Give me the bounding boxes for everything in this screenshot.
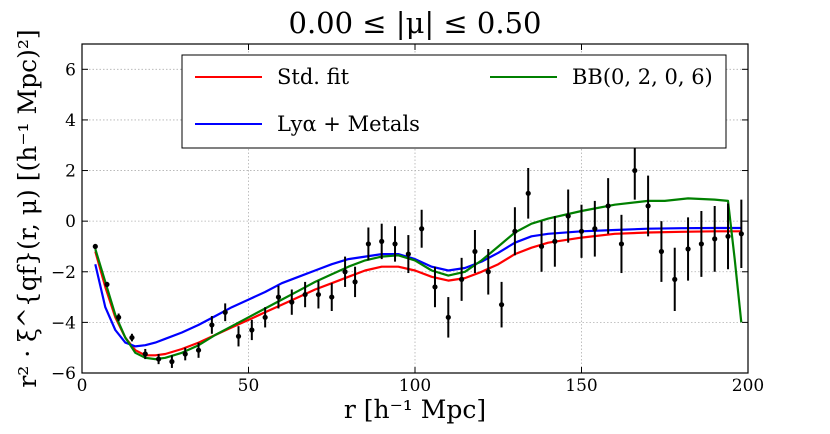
data-point	[249, 327, 255, 333]
y-tick-label: −6	[51, 364, 76, 384]
data-point	[538, 243, 545, 250]
legend: Std. fit Lyα + Metals BB(0, 2, 0, 6)	[181, 54, 727, 149]
data-point	[275, 294, 282, 300]
data-point	[392, 241, 398, 247]
data-point	[658, 248, 665, 255]
data-point	[92, 243, 98, 250]
x-tick-label: 50	[238, 376, 260, 396]
data-point	[222, 309, 228, 315]
data-point	[525, 190, 531, 196]
data-point	[725, 233, 731, 239]
y-tick-label: −4	[51, 313, 76, 333]
data-point	[182, 351, 188, 357]
data-points-layer	[92, 141, 744, 368]
data-point	[155, 356, 162, 362]
data-point	[352, 279, 358, 285]
data-point	[432, 284, 438, 290]
data-point	[262, 314, 268, 320]
data-point	[592, 226, 598, 232]
data-point	[116, 314, 122, 320]
data-point	[712, 236, 718, 242]
data-point	[605, 203, 611, 209]
data-point	[512, 228, 518, 234]
data-point	[618, 241, 625, 247]
data-point	[645, 203, 651, 209]
data-point	[498, 302, 505, 308]
x-axis-label: r [h⁻¹ Mpc]	[344, 395, 486, 424]
x-tick-label: 0	[77, 376, 88, 396]
y-tick-label: 2	[65, 162, 76, 182]
ticks: 0 50 100 150 200 −6 −4 −2 0 2 4 6	[51, 44, 764, 396]
data-point	[329, 294, 335, 300]
data-point	[405, 251, 411, 257]
legend-label-std-fit: Std. fit	[277, 65, 350, 89]
series-line-0	[94, 230, 742, 357]
chart-title: 0.00 ≤ |μ| ≤ 0.50	[289, 6, 542, 40]
legend-box	[181, 54, 727, 149]
data-point	[738, 231, 744, 237]
y-tick-label: 6	[65, 60, 76, 80]
series-line-2	[94, 197, 743, 361]
legend-label-bb: BB(0, 2, 0, 6)	[572, 65, 713, 89]
x-tick-label: 100	[399, 376, 431, 396]
data-point	[459, 276, 465, 282]
series-line-1	[94, 226, 742, 348]
data-point	[672, 276, 678, 282]
legend-label-lya-metals: Lyα + Metals	[277, 112, 420, 136]
y-tick-label: 4	[65, 111, 76, 131]
y-axis-label: r² · ξ^{qf}(r, μ) [(h⁻¹ Mpc)²]	[13, 29, 42, 387]
data-point	[142, 351, 148, 357]
x-tick-label: 200	[732, 376, 764, 396]
data-point	[342, 269, 348, 275]
y-tick-label: −2	[51, 263, 76, 283]
series-layer	[94, 197, 743, 361]
data-point	[485, 269, 491, 275]
data-point	[419, 226, 425, 232]
y-tick-label: 0	[65, 212, 76, 232]
data-point	[235, 333, 242, 339]
data-point	[698, 241, 704, 247]
data-point	[472, 248, 478, 255]
data-point	[565, 213, 571, 219]
data-point	[195, 347, 202, 353]
x-tick-label: 150	[565, 376, 597, 396]
data-point	[315, 291, 322, 298]
data-point	[552, 238, 558, 244]
data-point	[209, 322, 215, 328]
data-point	[289, 299, 295, 305]
data-point	[578, 228, 585, 234]
data-point	[445, 314, 451, 320]
data-point	[169, 359, 175, 365]
data-point	[685, 246, 691, 252]
data-point	[365, 241, 371, 247]
data-point	[129, 334, 135, 341]
data-point	[632, 167, 638, 174]
data-point	[379, 238, 385, 244]
data-point	[302, 291, 308, 298]
data-point	[104, 281, 110, 288]
